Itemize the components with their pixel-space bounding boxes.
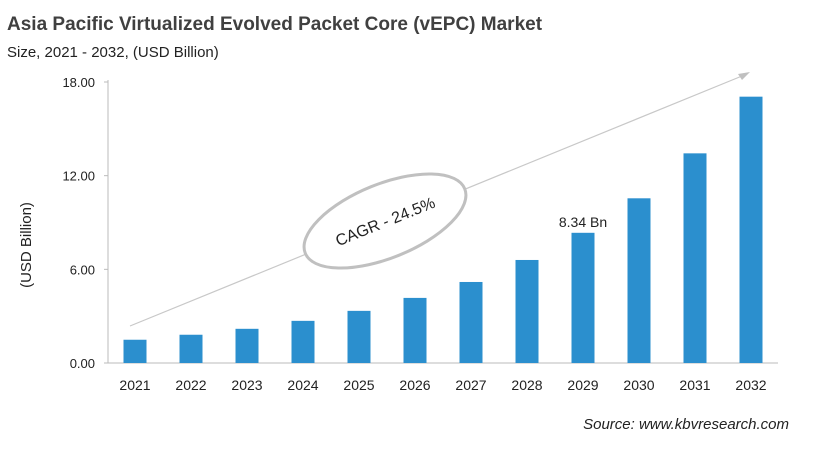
x-tick-label: 2022 bbox=[175, 377, 206, 393]
y-tick-label: 0.00 bbox=[70, 356, 95, 371]
x-tick-label: 2027 bbox=[455, 377, 486, 393]
x-tick-label: 2026 bbox=[399, 377, 430, 393]
bar-2025 bbox=[347, 310, 371, 363]
x-tick-label: 2023 bbox=[231, 377, 262, 393]
bar-2028 bbox=[515, 259, 539, 363]
bar-2021 bbox=[123, 339, 147, 363]
bar-2026 bbox=[403, 297, 427, 363]
chart-title: Asia Pacific Virtualized Evolved Packet … bbox=[7, 14, 543, 35]
x-tick-label: 2025 bbox=[343, 377, 374, 393]
y-tick-label: 6.00 bbox=[70, 262, 95, 277]
y-axis-label: (USD Billion) bbox=[18, 202, 35, 288]
source-note: Source: www.kbvresearch.com bbox=[583, 416, 789, 433]
x-tick-label: 2029 bbox=[567, 377, 598, 393]
bar-2022 bbox=[179, 334, 203, 363]
arrow-head-icon bbox=[738, 72, 750, 80]
y-tick-label: 18.00 bbox=[62, 75, 95, 90]
y-tick-label: 12.00 bbox=[62, 169, 95, 184]
x-tick-label: 2028 bbox=[511, 377, 542, 393]
x-tick-label: 2032 bbox=[735, 377, 766, 393]
bar-2027 bbox=[459, 281, 483, 363]
x-tick-label: 2021 bbox=[119, 377, 150, 393]
bar-2030 bbox=[627, 198, 651, 363]
bar-2023 bbox=[235, 328, 259, 363]
bar-2029 bbox=[571, 232, 595, 363]
bar-2031 bbox=[683, 153, 707, 363]
data-label: 8.34 Bn bbox=[559, 214, 607, 230]
bar-2024 bbox=[291, 320, 315, 363]
cagr-ellipse bbox=[302, 172, 468, 270]
x-tick-label: 2024 bbox=[287, 377, 318, 393]
bar-2032 bbox=[739, 96, 763, 364]
x-tick-label: 2030 bbox=[623, 377, 654, 393]
chart-subtitle: Size, 2021 - 2032, (USD Billion) bbox=[7, 44, 219, 61]
x-tick-label: 2031 bbox=[679, 377, 710, 393]
